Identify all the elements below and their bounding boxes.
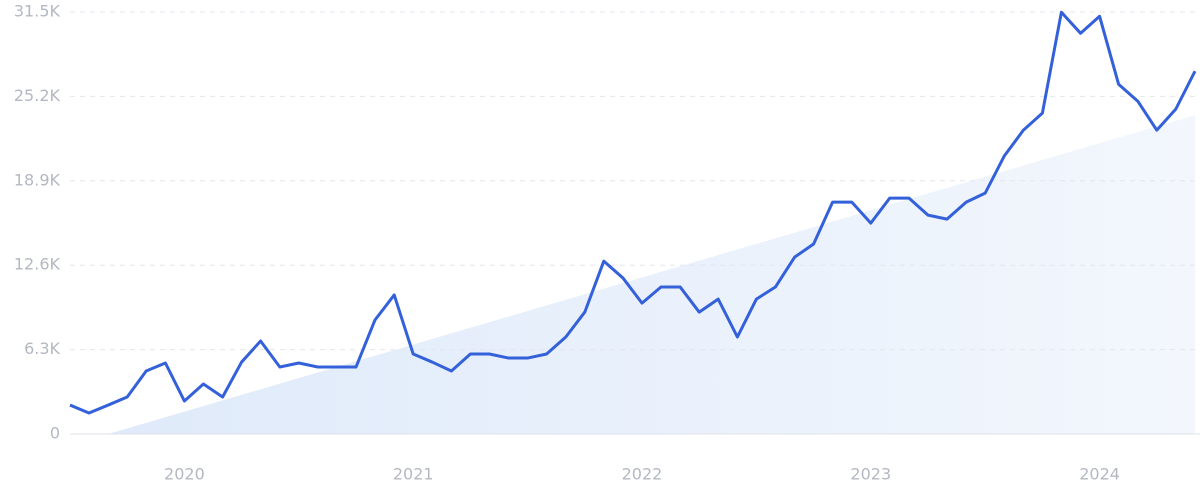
x-tick-label: 2021 [393,465,434,484]
y-tick-label: 25.2K [14,86,61,105]
y-tick-label: 6.3K [24,339,60,358]
x-tick-label: 2024 [1079,465,1120,484]
trend-area [108,115,1196,435]
x-tick-label: 2020 [164,465,205,484]
y-tick-label: 18.9K [14,170,61,189]
line [69,10,1197,415]
x-tick-label: 2023 [850,465,891,484]
x-tick-label: 2022 [622,465,663,484]
y-tick-label: 31.5K [14,2,61,21]
y-tick-label: 12.6K [14,255,61,274]
y-tick-label: 0 [50,424,60,443]
